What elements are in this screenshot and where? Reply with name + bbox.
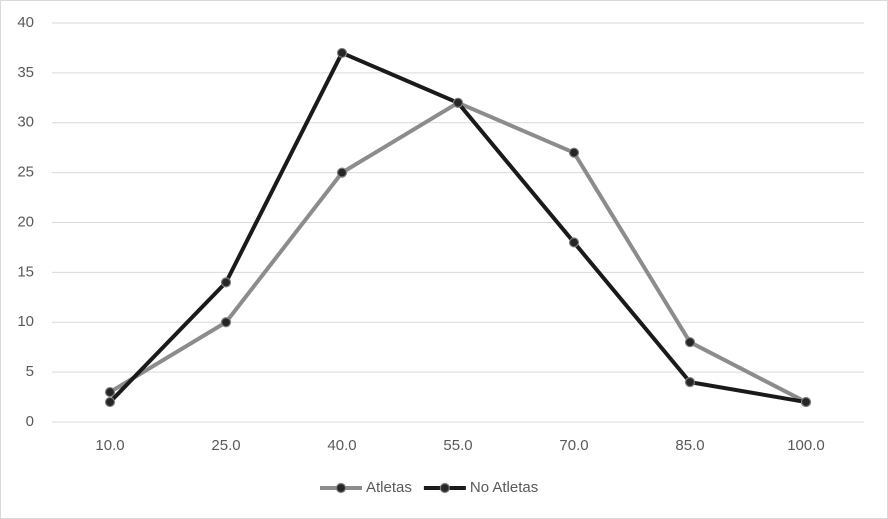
x-tick-label: 25.0 xyxy=(211,437,240,454)
y-tick-label: 30 xyxy=(17,114,34,131)
point-marker xyxy=(220,277,232,288)
legend-label: Atletas xyxy=(366,479,412,496)
legend-marker xyxy=(439,482,450,494)
y-tick-label: 15 xyxy=(17,263,34,280)
x-tick-label: 100.0 xyxy=(787,437,825,454)
point-marker xyxy=(800,396,812,408)
y-tick-label: 25 xyxy=(17,164,34,181)
y-tick-label: 0 xyxy=(26,413,34,430)
point-marker xyxy=(104,386,116,398)
y-tick-label: 5 xyxy=(26,363,34,380)
point-marker xyxy=(568,147,580,158)
x-tick-label: 70.0 xyxy=(559,437,588,454)
point-marker xyxy=(220,317,232,328)
point-marker xyxy=(452,97,464,108)
point-marker xyxy=(568,237,580,248)
x-tick-label: 10.0 xyxy=(95,437,124,454)
point-marker xyxy=(336,167,348,178)
y-tick-label: 20 xyxy=(17,213,34,230)
y-tick-label: 40 xyxy=(17,14,34,31)
x-tick-label: 85.0 xyxy=(675,437,704,454)
legend-label: No Atletas xyxy=(470,479,538,496)
x-tick-label: 55.0 xyxy=(443,437,472,454)
y-tick-label: 35 xyxy=(17,64,34,81)
y-tick-label: 10 xyxy=(17,313,34,330)
point-marker xyxy=(684,377,696,388)
point-marker xyxy=(104,396,116,408)
legend-marker xyxy=(335,482,347,494)
point-marker xyxy=(684,337,696,348)
x-tick-label: 40.0 xyxy=(327,437,356,454)
point-marker xyxy=(336,47,348,59)
